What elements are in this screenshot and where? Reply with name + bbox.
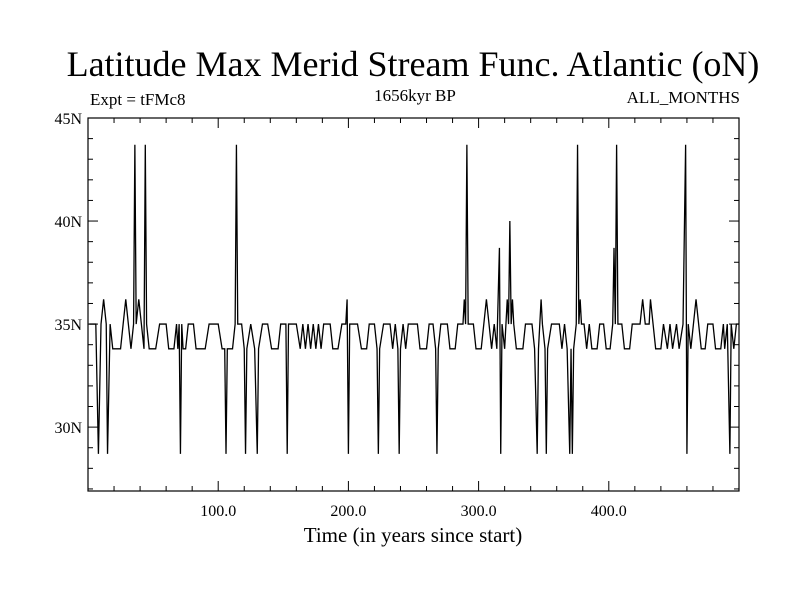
x-axis-label: Time (in years since start) bbox=[303, 523, 523, 547]
y-tick-label: 45N bbox=[54, 111, 82, 128]
x-tick-label: 300.0 bbox=[461, 503, 497, 520]
x-tick-label: 100.0 bbox=[200, 503, 236, 520]
experiment-label: Expt = tFMc8 bbox=[90, 90, 186, 109]
axis-tick-labels: 100.0 200.0 300.0 400.0 30N 35N 40N 45N bbox=[54, 111, 626, 520]
series-line bbox=[89, 144, 739, 454]
months-label: ALL_MONTHS bbox=[626, 88, 740, 107]
x-tick-label: 200.0 bbox=[330, 503, 366, 520]
period-label: 1656kyr BP bbox=[374, 86, 456, 105]
chart-title: Latitude Max Merid Stream Func. Atlantic… bbox=[66, 44, 760, 84]
y-tick-label: 35N bbox=[54, 317, 82, 334]
y-tick-label: 30N bbox=[54, 420, 82, 437]
axis-ticks bbox=[88, 117, 739, 491]
x-tick-label: 400.0 bbox=[591, 503, 627, 520]
y-tick-label: 40N bbox=[54, 214, 82, 231]
plot-frame bbox=[87, 117, 740, 492]
